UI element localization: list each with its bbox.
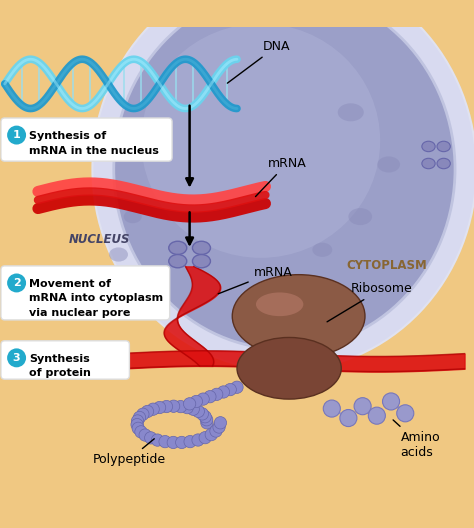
Circle shape (159, 436, 171, 448)
Ellipse shape (256, 293, 303, 316)
Text: mRNA into cytoplasm: mRNA into cytoplasm (29, 294, 164, 304)
Ellipse shape (92, 0, 474, 371)
Text: 1: 1 (13, 130, 20, 140)
Ellipse shape (377, 156, 400, 173)
Circle shape (340, 410, 357, 427)
Circle shape (190, 395, 202, 408)
Circle shape (224, 383, 237, 396)
Ellipse shape (437, 158, 450, 169)
Circle shape (131, 415, 144, 427)
Circle shape (199, 411, 211, 423)
Circle shape (133, 411, 146, 423)
Ellipse shape (237, 337, 341, 399)
Circle shape (192, 434, 204, 446)
Circle shape (141, 406, 154, 418)
Circle shape (7, 126, 26, 145)
Circle shape (181, 401, 193, 414)
Ellipse shape (114, 0, 455, 350)
Circle shape (135, 426, 147, 438)
FancyBboxPatch shape (1, 118, 172, 161)
Ellipse shape (192, 254, 210, 268)
Text: mRNA: mRNA (218, 266, 292, 294)
Circle shape (368, 407, 385, 424)
Circle shape (197, 393, 210, 406)
Circle shape (7, 348, 26, 367)
Circle shape (167, 436, 180, 449)
Circle shape (204, 391, 216, 403)
Circle shape (231, 381, 243, 393)
Text: Synthesis: Synthesis (29, 354, 90, 364)
Circle shape (160, 400, 173, 413)
Text: CYTOPLASM: CYTOPLASM (346, 259, 427, 272)
Text: Synthesis of: Synthesis of (29, 131, 107, 142)
Text: mRNA in the nucleus: mRNA in the nucleus (29, 146, 159, 156)
Circle shape (167, 400, 180, 412)
Ellipse shape (232, 275, 365, 357)
Text: mRNA: mRNA (255, 157, 307, 196)
Circle shape (139, 429, 151, 441)
Ellipse shape (141, 24, 380, 258)
Circle shape (151, 434, 164, 446)
Text: Amino
acids: Amino acids (393, 420, 440, 459)
Circle shape (323, 400, 340, 417)
FancyBboxPatch shape (1, 341, 129, 379)
Text: NUCLEUS: NUCLEUS (69, 233, 130, 246)
Text: 3: 3 (13, 353, 20, 363)
Circle shape (201, 413, 213, 426)
Circle shape (154, 401, 166, 414)
Circle shape (183, 398, 196, 410)
Circle shape (201, 417, 213, 429)
Ellipse shape (109, 248, 128, 262)
Ellipse shape (312, 243, 332, 257)
Circle shape (184, 436, 196, 448)
Circle shape (192, 405, 204, 418)
Circle shape (131, 419, 143, 431)
Ellipse shape (124, 210, 142, 223)
Ellipse shape (422, 141, 435, 152)
FancyBboxPatch shape (1, 266, 170, 320)
Circle shape (214, 417, 227, 429)
Ellipse shape (192, 241, 210, 254)
Circle shape (147, 403, 159, 416)
Circle shape (187, 403, 200, 416)
Circle shape (205, 428, 218, 441)
Circle shape (354, 398, 371, 414)
Circle shape (199, 431, 211, 444)
Ellipse shape (422, 158, 435, 169)
Circle shape (397, 405, 414, 422)
Text: 2: 2 (13, 278, 20, 288)
Circle shape (213, 421, 225, 433)
Circle shape (383, 393, 400, 410)
Circle shape (217, 386, 229, 398)
Circle shape (145, 432, 157, 444)
Text: DNA: DNA (228, 40, 291, 83)
Circle shape (174, 400, 187, 413)
Circle shape (175, 436, 188, 449)
Ellipse shape (437, 141, 450, 152)
Ellipse shape (337, 103, 364, 121)
Ellipse shape (169, 241, 187, 254)
Ellipse shape (348, 208, 372, 225)
Circle shape (210, 388, 223, 401)
Text: Movement of: Movement of (29, 279, 111, 289)
Circle shape (7, 274, 26, 293)
Text: via nuclear pore: via nuclear pore (29, 308, 131, 318)
Circle shape (196, 408, 209, 420)
Circle shape (137, 408, 149, 420)
Circle shape (210, 425, 222, 437)
Text: Polypeptide: Polypeptide (92, 439, 165, 466)
Text: Ribosome: Ribosome (327, 282, 412, 322)
Circle shape (132, 422, 145, 435)
Ellipse shape (169, 254, 187, 268)
Text: of protein: of protein (29, 369, 91, 378)
